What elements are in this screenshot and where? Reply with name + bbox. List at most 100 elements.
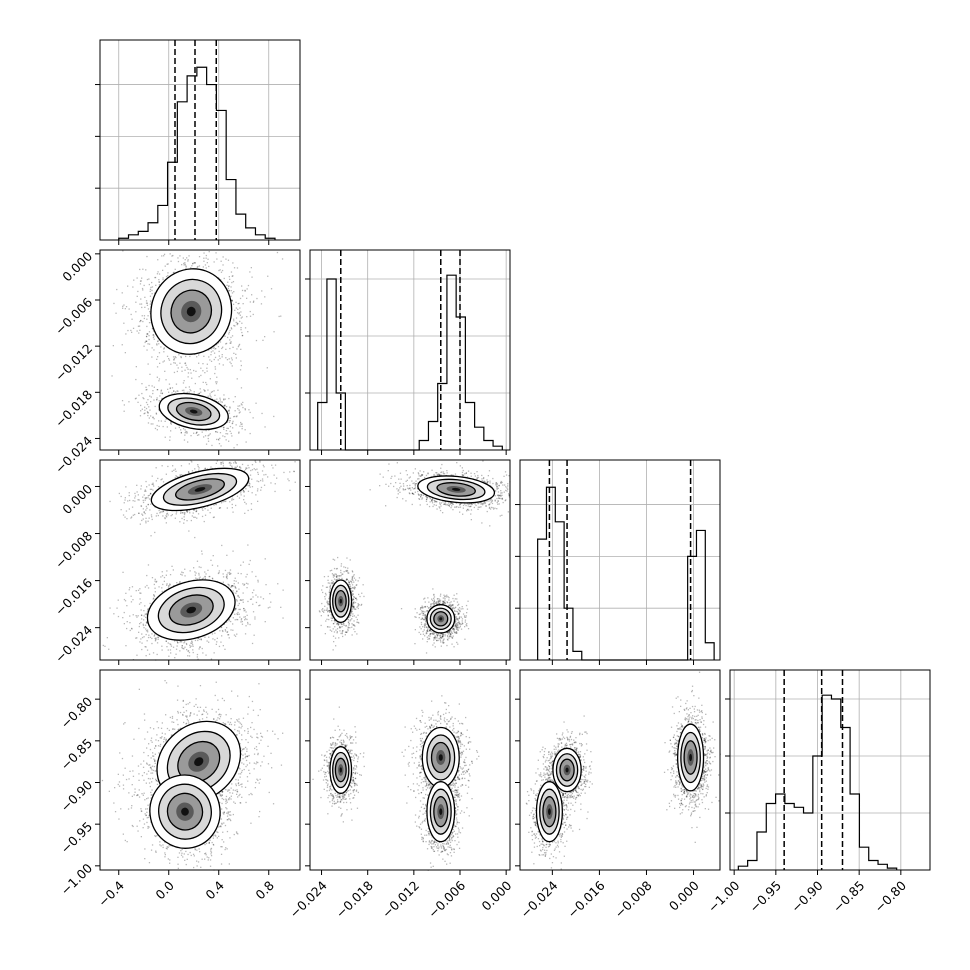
scatter-point-0-666 bbox=[233, 324, 235, 327]
scatter-point-1-731 bbox=[182, 572, 184, 574]
scatter-point-1-134 bbox=[227, 409, 230, 412]
scatter-point-1-490 bbox=[244, 408, 246, 410]
scatter-point-0-453 bbox=[235, 301, 237, 303]
scatter-point-0-547 bbox=[170, 363, 172, 365]
scatter-point-0-129 bbox=[460, 502, 463, 505]
scatter-point-0-674 bbox=[231, 466, 233, 469]
scatter-point-0-40 bbox=[482, 504, 484, 506]
scatter-point-0-111 bbox=[413, 493, 415, 495]
scatter-point-0-138 bbox=[479, 506, 481, 508]
scatter-point-0-645 bbox=[229, 464, 231, 466]
scatter-point-0-168 bbox=[171, 255, 173, 257]
scatter-point-0-944 bbox=[140, 320, 142, 322]
scatter-point-1-232 bbox=[140, 592, 142, 594]
scatter-point-0-730 bbox=[200, 391, 202, 393]
scatter-point-1-458 bbox=[145, 628, 147, 630]
scatter-point-1-610 bbox=[146, 584, 148, 587]
scatter-point-1-300 bbox=[267, 607, 269, 609]
scatter-point-0-557 bbox=[235, 357, 237, 359]
scatter-point-0-121 bbox=[420, 494, 422, 496]
scatter-point-1-835 bbox=[199, 576, 201, 578]
scatter-point-0-1286 bbox=[229, 329, 231, 332]
scatter-point-0-228 bbox=[174, 268, 176, 270]
scatter-point-1-571 bbox=[273, 415, 275, 418]
scatter-point-1-737 bbox=[228, 620, 230, 622]
scatter-point-0-488 bbox=[151, 347, 153, 349]
scatter-point-0-155 bbox=[437, 474, 439, 476]
scatter-point-1-1377 bbox=[218, 570, 220, 572]
scatter-point-0-468 bbox=[181, 264, 183, 266]
scatter-point-1-1253 bbox=[235, 607, 237, 609]
scatter-point-0-983 bbox=[131, 516, 133, 518]
scatter-point-1-216 bbox=[262, 598, 265, 600]
scatter-point-1-709 bbox=[152, 416, 154, 418]
scatter-point-0-455 bbox=[156, 273, 159, 275]
scatter-point-0-1269 bbox=[153, 349, 155, 351]
scatter-point-0-1291 bbox=[230, 341, 232, 343]
scatter-point-1-26 bbox=[194, 639, 197, 642]
scatter-point-1-6 bbox=[129, 615, 131, 617]
scatter-point-0-346 bbox=[146, 333, 149, 335]
scatter-point-0-85 bbox=[164, 517, 166, 520]
scatter-point-0-322 bbox=[219, 357, 221, 360]
scatter-point-0-276 bbox=[230, 357, 233, 359]
scatter-point-0-641 bbox=[213, 352, 216, 354]
scatter-point-0-583 bbox=[217, 346, 220, 348]
scatter-point-1-188 bbox=[212, 555, 214, 557]
scatter-point-1-762 bbox=[207, 395, 209, 397]
scatter-point-1-583 bbox=[134, 398, 137, 400]
scatter-point-1-221 bbox=[146, 411, 149, 413]
scatter-point-1-557 bbox=[246, 618, 248, 621]
scatter-point-0-642 bbox=[149, 509, 151, 511]
scatter-point-1-376 bbox=[197, 637, 199, 639]
scatter-point-0-152 bbox=[200, 374, 202, 377]
scatter-point-0-750 bbox=[167, 272, 169, 274]
scatter-point-0-60 bbox=[480, 506, 482, 508]
scatter-point-0-564 bbox=[250, 508, 253, 511]
contour-1-1 bbox=[157, 586, 225, 634]
scatter-point-1-1280 bbox=[245, 582, 248, 584]
scatter-point-0-312 bbox=[233, 352, 235, 354]
scatter-point-1-156 bbox=[175, 648, 178, 650]
scatter-point-0-190 bbox=[150, 286, 152, 289]
scatter-point-1-511 bbox=[252, 611, 255, 613]
scatter-point-1-1126 bbox=[161, 590, 163, 593]
scatter-point-1-1082 bbox=[146, 649, 149, 651]
scatter-point-1-1385 bbox=[277, 583, 279, 585]
scatter-point-1-1048 bbox=[130, 595, 132, 597]
scatter-point-0-77 bbox=[210, 354, 212, 356]
scatter-point-1-662 bbox=[198, 392, 201, 394]
scatter-point-1-498 bbox=[187, 655, 189, 657]
scatter-point-1-305 bbox=[238, 432, 240, 434]
scatter-point-0-363 bbox=[231, 465, 233, 467]
scatter-point-1-120 bbox=[226, 421, 228, 423]
scatter-point-0-772 bbox=[132, 500, 134, 502]
scatter-point-0-707 bbox=[186, 511, 188, 513]
scatter-point-1-1015 bbox=[146, 610, 149, 612]
scatter-point-1-1342 bbox=[168, 585, 170, 587]
scatter-point-1-286 bbox=[208, 434, 210, 436]
scatter-point-1-361 bbox=[233, 447, 235, 449]
scatter-point-1-240 bbox=[246, 587, 248, 589]
scatter-point-0-1165 bbox=[264, 336, 266, 338]
scatter-point-1-1223 bbox=[125, 592, 127, 594]
scatter-point-0-122 bbox=[239, 466, 241, 468]
scatter-point-1-1192 bbox=[221, 635, 223, 637]
scatter-point-1-1087 bbox=[196, 560, 199, 562]
scatter-point-0-96 bbox=[267, 476, 269, 478]
scatter-point-0-983 bbox=[229, 342, 231, 344]
scatter-point-1-1012 bbox=[156, 642, 159, 644]
scatter-point-0-537 bbox=[215, 503, 217, 506]
scatter-point-0-992 bbox=[262, 464, 264, 466]
scatter-point-0-545 bbox=[243, 491, 245, 493]
scatter-point-1-506 bbox=[148, 417, 150, 419]
scatter-point-0-549 bbox=[135, 311, 137, 313]
scatter-point-1-656 bbox=[234, 415, 236, 418]
scatter-point-1-1286 bbox=[141, 642, 143, 644]
scatter-point-1-655 bbox=[264, 621, 266, 623]
scatter-point-1-838 bbox=[154, 405, 156, 408]
scatter-point-0-1378 bbox=[152, 334, 155, 336]
scatter-point-1-192 bbox=[146, 621, 148, 623]
scatter-point-0-244 bbox=[158, 273, 161, 275]
scatter-point-0-418 bbox=[239, 466, 241, 468]
